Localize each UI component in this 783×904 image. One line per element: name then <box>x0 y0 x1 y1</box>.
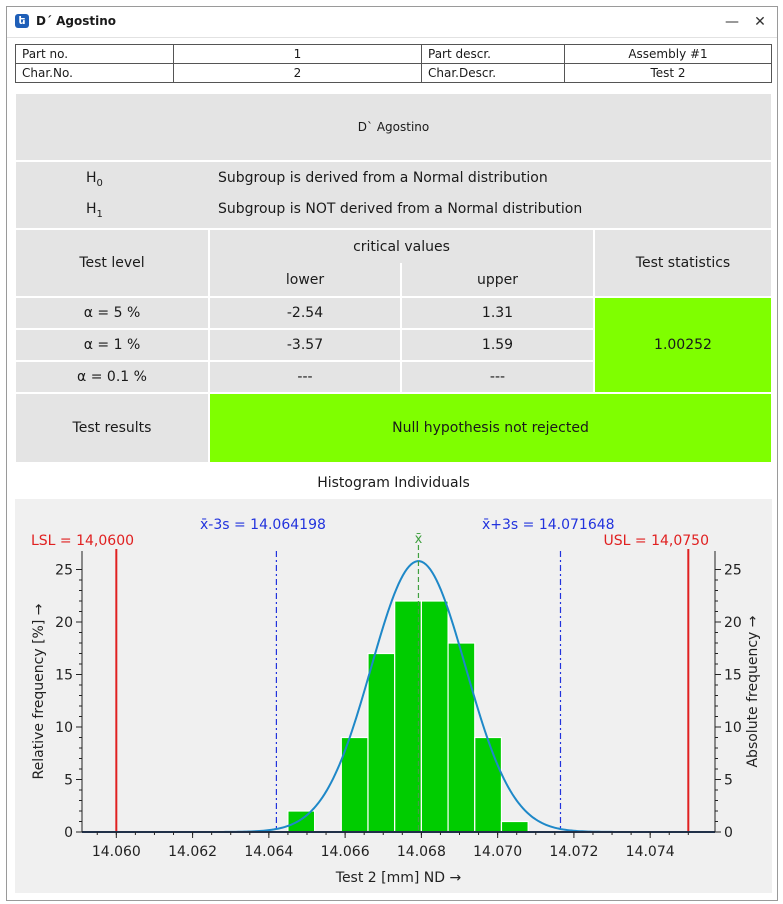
y-tick-label-right: 10 <box>724 720 742 736</box>
plus-3s-label: x̄+3s = 14.071648 <box>482 517 615 533</box>
critical-values-header: critical values <box>209 229 594 263</box>
minus-3s-label: x̄-3s = 14.064198 <box>200 517 326 533</box>
window-title: D´ Agostino <box>36 14 117 28</box>
test-name: D` Agostino <box>15 93 772 161</box>
level-0-1: α = 0.1 % <box>15 361 209 393</box>
test-level-header: Test level <box>15 229 209 297</box>
y-axis-label-right: Absolute frequency → <box>745 615 761 767</box>
histogram-bar <box>340 736 369 833</box>
y-tick-label-right: 15 <box>724 668 742 684</box>
h0-text: Subgroup is derived from a Normal distri… <box>218 170 548 186</box>
usl-label: USL = 14,0750 <box>604 533 709 549</box>
histogram-bar <box>367 652 396 833</box>
x-tick-label: 14.060 <box>92 844 141 860</box>
title-bar: ե D´ Agostino — ✕ <box>7 7 777 38</box>
formula-icon: ե <box>15 14 29 28</box>
y-tick-label-left: 10 <box>55 720 73 736</box>
y-tick-label-right: 25 <box>724 563 742 579</box>
x-axis-label: Test 2 [mm] ND → <box>335 870 462 886</box>
info-table: Part no. 1 Part descr. Assembly #1 Char.… <box>15 44 772 83</box>
part-no-value: 1 <box>173 44 422 64</box>
char-no-label: Char.No. <box>15 63 174 83</box>
y-axis-label-left: Relative frequency [%] → <box>31 603 47 779</box>
y-tick-label-right: 5 <box>724 773 733 789</box>
h1-text: Subgroup is NOT derived from a Normal di… <box>218 201 583 217</box>
y-tick-label-left: 25 <box>55 563 73 579</box>
x-tick-label: 14.066 <box>321 844 370 860</box>
level-1: α = 1 % <box>15 329 209 361</box>
mean-label: x̄ <box>415 532 423 547</box>
table-row: Char.No. 2 Char.Descr. Test 2 <box>15 63 772 83</box>
y-tick-label-left: 5 <box>64 773 73 789</box>
x-tick-label: 14.072 <box>549 844 598 860</box>
y-tick-label-left: 0 <box>64 825 73 841</box>
x-tick-label: 14.068 <box>397 844 446 860</box>
chart-title: Histogram Individuals <box>317 475 470 491</box>
histogram-bar <box>287 810 316 833</box>
upper-0-1: --- <box>401 361 594 393</box>
y-tick-label-left: 15 <box>55 668 73 684</box>
test-statistics-header: Test statistics <box>594 229 772 297</box>
char-descr-value: Test 2 <box>564 63 772 83</box>
y-tick-label-left: 20 <box>55 615 73 631</box>
test-results-value: Null hypothesis not rejected <box>209 393 772 463</box>
x-tick-label: 14.062 <box>168 844 217 860</box>
h1-symbol: H1 <box>86 201 103 220</box>
table-row: Part no. 1 Part descr. Assembly #1 <box>15 44 772 64</box>
part-descr-value: Assembly #1 <box>564 44 772 64</box>
minimize-button[interactable]: — <box>725 14 739 30</box>
histogram-bar <box>420 600 449 833</box>
char-no-value: 2 <box>173 63 422 83</box>
y-tick-label-right: 20 <box>724 615 742 631</box>
upper-1: 1.59 <box>401 329 594 361</box>
lower-0-1: --- <box>209 361 401 393</box>
lower-1: -3.57 <box>209 329 401 361</box>
x-tick-label: 14.074 <box>626 844 675 860</box>
histogram-bar <box>500 820 529 833</box>
x-tick-label: 14.070 <box>473 844 522 860</box>
upper-header: upper <box>401 263 594 297</box>
window: ե D´ Agostino — ✕ Part no. 1 Part descr.… <box>6 6 778 901</box>
part-descr-label: Part descr. <box>421 44 565 64</box>
upper-5: 1.31 <box>401 297 594 329</box>
level-5: α = 5 % <box>15 297 209 329</box>
histogram-bar <box>394 600 422 833</box>
lsl-label: LSL = 14,0600 <box>31 533 134 549</box>
char-descr-label: Char.Descr. <box>421 63 565 83</box>
test-results-label: Test results <box>15 393 209 463</box>
report-content: Part no. 1 Part descr. Assembly #1 Char.… <box>15 44 772 893</box>
h0-symbol: H0 <box>86 170 103 189</box>
y-tick-label-right: 0 <box>724 825 733 841</box>
lower-header: lower <box>209 263 401 297</box>
hypotheses-panel: H0 Subgroup is derived from a Normal dis… <box>15 161 772 229</box>
part-no-label: Part no. <box>15 44 174 64</box>
close-button[interactable]: ✕ <box>754 14 766 30</box>
x-tick-label: 14.064 <box>244 844 293 860</box>
histogram-chart: LSL = 14,0600 USL = 14,0750 x̄-3s = 14.064… <box>15 499 772 893</box>
histogram-bar <box>447 642 476 833</box>
histogram-bar <box>474 736 503 833</box>
lower-5: -2.54 <box>209 297 401 329</box>
test-statistic-value: 1.00252 <box>594 297 772 393</box>
